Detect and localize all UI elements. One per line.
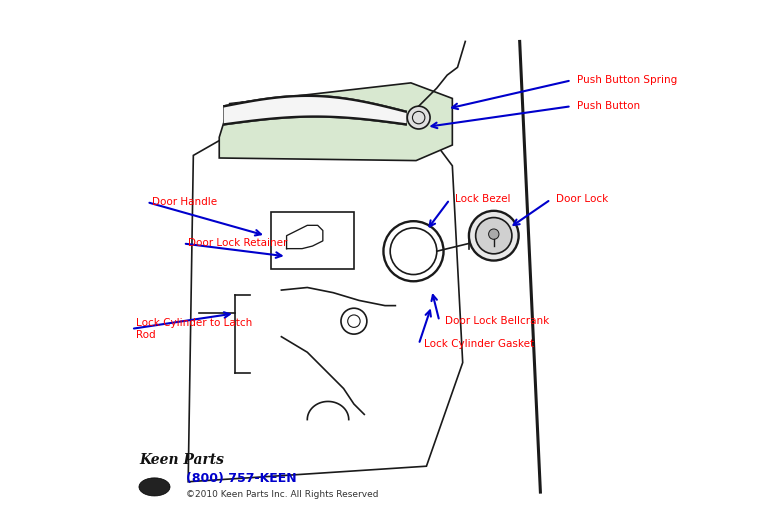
Text: Push Button Spring: Push Button Spring <box>577 75 677 85</box>
Circle shape <box>476 218 512 254</box>
Text: Push Button: Push Button <box>577 101 640 111</box>
Polygon shape <box>224 96 406 124</box>
Text: (800) 757-KEEN: (800) 757-KEEN <box>186 472 296 485</box>
Text: Door Lock Bellcrank: Door Lock Bellcrank <box>444 316 549 326</box>
Text: Lock Cylinder to Latch
Rod: Lock Cylinder to Latch Rod <box>136 318 253 340</box>
Text: Lock Cylinder Gasket: Lock Cylinder Gasket <box>424 339 534 350</box>
Text: Door Lock: Door Lock <box>556 194 608 205</box>
Circle shape <box>469 211 519 261</box>
Text: Door Handle: Door Handle <box>152 197 217 207</box>
Circle shape <box>489 229 499 239</box>
Circle shape <box>407 106 430 129</box>
Text: Lock Bezel: Lock Bezel <box>455 194 511 205</box>
Ellipse shape <box>139 478 170 496</box>
Text: ©2010 Keen Parts Inc. All Rights Reserved: ©2010 Keen Parts Inc. All Rights Reserve… <box>186 490 378 499</box>
Polygon shape <box>219 83 452 161</box>
Text: Door Lock Retainer: Door Lock Retainer <box>188 238 287 249</box>
Text: Keen Parts: Keen Parts <box>139 453 224 467</box>
